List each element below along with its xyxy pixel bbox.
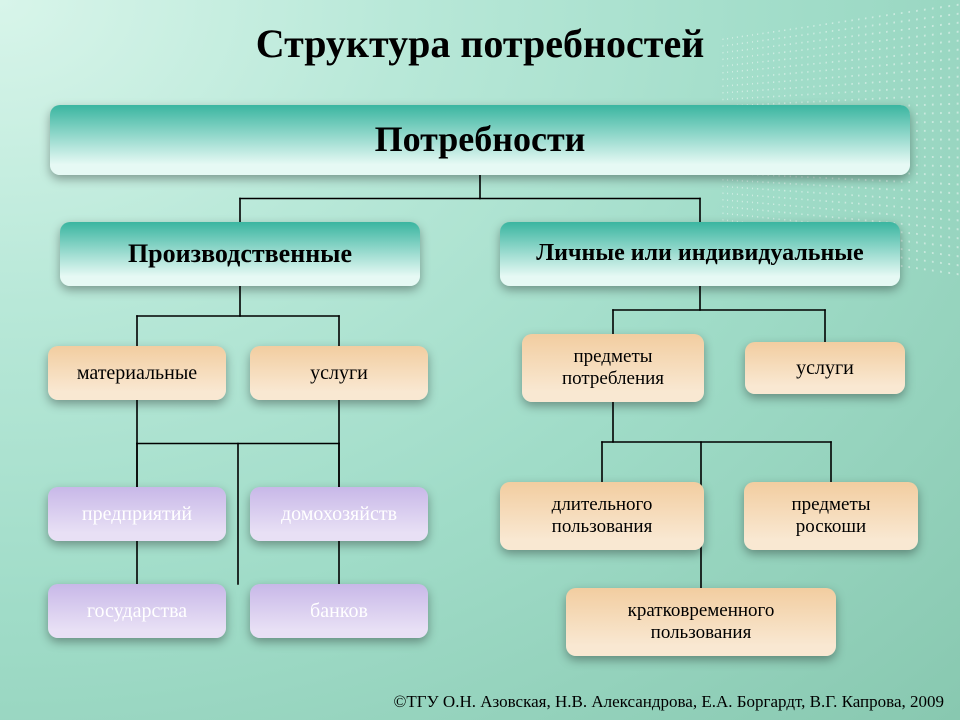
page-title: Структура потребностей [0, 20, 960, 67]
node-l3a1: предприятий [48, 487, 226, 541]
node-root: Потребности [50, 105, 910, 175]
node-l3a3: государства [48, 584, 226, 638]
node-l1a: Производственные [60, 222, 420, 286]
node-l2b2: услуги [745, 342, 905, 394]
node-l3a4: банков [250, 584, 428, 638]
node-l3b2: предметы роскоши [744, 482, 918, 550]
node-l3b3: кратковременного пользования [566, 588, 836, 656]
node-l3b1: длительного пользования [500, 482, 704, 550]
node-l2b1: предметы потребления [522, 334, 704, 402]
footer-credits: ©ТГУ О.Н. Азовская, Н.В. Александрова, Е… [394, 692, 945, 712]
node-l2a1: материальные [48, 346, 226, 400]
node-l1b: Личные или индивидуальные [500, 222, 900, 286]
node-l2a2: услуги [250, 346, 428, 400]
node-l3a2: домохозяйств [250, 487, 428, 541]
